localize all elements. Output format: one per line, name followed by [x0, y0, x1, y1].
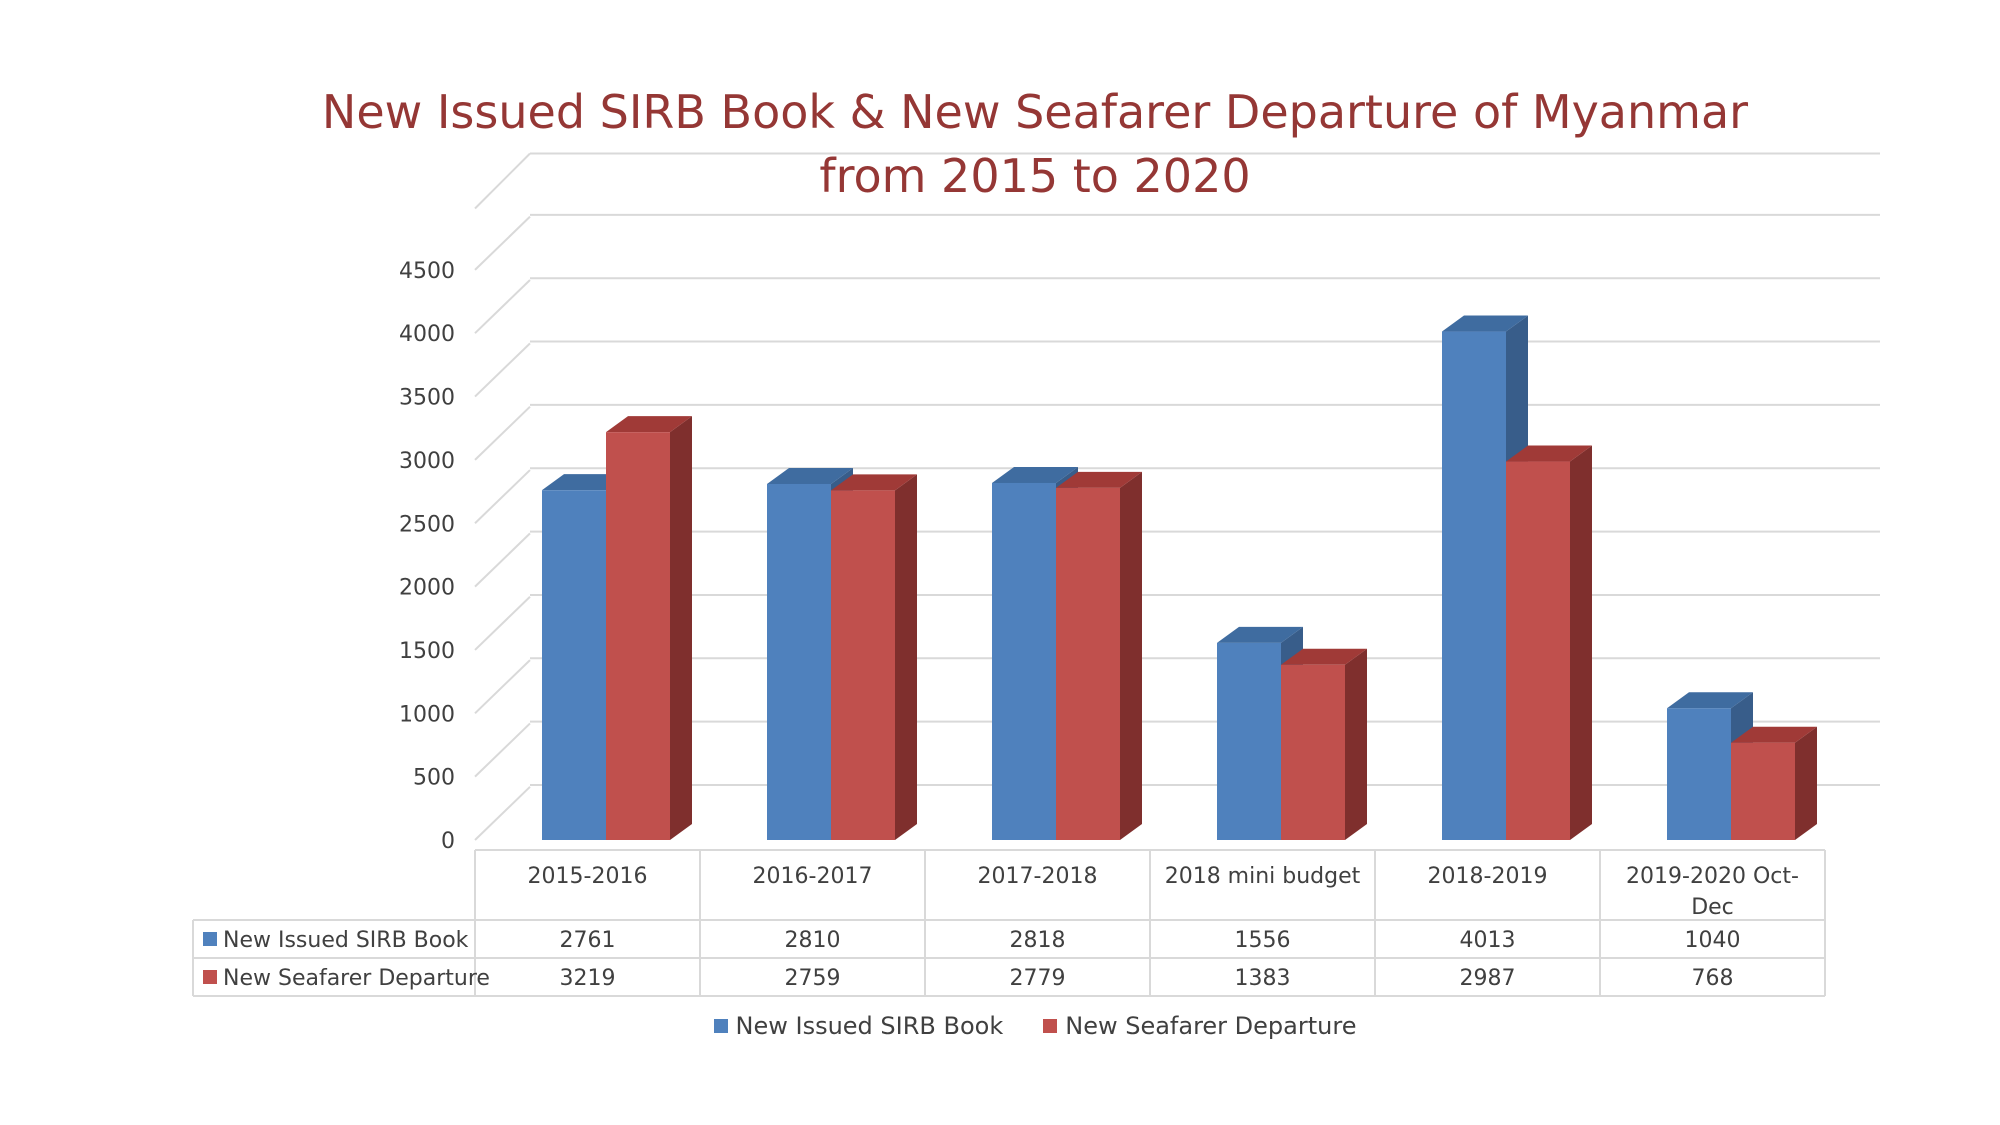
y-tick-label-3000: 3000: [399, 449, 455, 474]
grid-diagonal-top: [474, 152, 531, 210]
y-tick-label-0: 0: [441, 829, 455, 854]
bar-0-2: [992, 482, 1056, 840]
grid-diagonal-2500: [474, 469, 531, 524]
grid-diagonal-3500: [474, 342, 531, 398]
table-value-0-0: 2761: [560, 928, 616, 953]
x-tick-label-1-0: 2016-2017: [753, 864, 873, 889]
y-tick-label-2500: 2500: [399, 512, 455, 537]
table-legend-key-1: [203, 970, 217, 984]
bar-1-2: [1056, 487, 1120, 840]
bar-top-0-5: [1667, 692, 1753, 709]
table-value-1-1: 2759: [785, 966, 841, 991]
x-tick-label-3-0: 2018 mini budget: [1165, 864, 1361, 889]
table-value-0-2: 2818: [1010, 928, 1066, 953]
table-series-label-0: New Issued SIRB Book: [223, 928, 469, 953]
y-tick-label-4000: 4000: [399, 322, 455, 347]
bar-top-0-4: [1442, 315, 1528, 332]
table-value-0-5: 1040: [1685, 928, 1741, 953]
bar-1-4: [1506, 461, 1570, 840]
legend: New Issued SIRB Book New Seafarer Depart…: [0, 1012, 2000, 1040]
table-value-1-4: 2987: [1460, 966, 1516, 991]
table-series-label-1: New Seafarer Departure: [223, 966, 490, 991]
bar-1-5: [1731, 742, 1795, 840]
bar-top-1-2: [1056, 471, 1142, 488]
legend-item-sirb: New Issued SIRB Book: [713, 1012, 1004, 1040]
bar-top-1-4: [1506, 445, 1592, 462]
table-value-1-5: 768: [1692, 966, 1734, 991]
grid-diagonal-2000: [474, 532, 531, 588]
bar-side-1-3: [1345, 648, 1367, 840]
bar-0-1: [767, 483, 831, 840]
y-tick-label-1500: 1500: [399, 639, 455, 664]
grid-diagonal-500: [474, 722, 531, 778]
grid-diagonal-0: [474, 786, 531, 841]
bar-side-1-2: [1120, 471, 1142, 840]
x-tick-label-5-1: Dec: [1691, 895, 1734, 920]
y-tick-label-3500: 3500: [399, 386, 455, 411]
y-tick-label-500: 500: [413, 766, 455, 791]
legend-swatch-sirb: [713, 1019, 728, 1033]
bar-0-4: [1442, 331, 1506, 840]
bar-1-0: [606, 432, 670, 840]
legend-label-departure: New Seafarer Departure: [1065, 1012, 1357, 1040]
grid-diagonal-4500: [474, 215, 531, 271]
x-tick-label-5-0: 2019-2020 Oct-: [1626, 864, 1799, 889]
legend-item-departure: New Seafarer Departure: [1043, 1012, 1356, 1040]
bar-side-1-4: [1570, 445, 1592, 840]
bar-0-0: [542, 490, 606, 840]
bar-top-1-0: [606, 416, 692, 433]
y-tick-label-2000: 2000: [399, 576, 455, 601]
y-tick-label-1000: 1000: [399, 702, 455, 727]
table-value-1-0: 3219: [560, 966, 616, 991]
table-value-0-3: 1556: [1235, 928, 1291, 953]
bar-top-0-1: [767, 467, 853, 484]
bar-top-1-5: [1731, 726, 1817, 743]
grid-diagonal-4000: [474, 279, 531, 334]
bar-side-1-0: [670, 416, 692, 840]
bar-1-1: [831, 490, 895, 840]
bar-top-1-3: [1281, 648, 1367, 665]
table-value-1-3: 1383: [1235, 966, 1291, 991]
bar-top-0-3: [1217, 626, 1303, 643]
table-value-0-1: 2810: [785, 928, 841, 953]
grid-diagonal-1500: [474, 596, 531, 651]
chart-title-line2: from 2015 to 2020: [819, 149, 1251, 203]
bar-0-3: [1217, 642, 1281, 840]
bar-top-1-1: [831, 474, 917, 491]
grid-diagonal-1000: [474, 659, 531, 715]
bar-side-1-1: [895, 474, 917, 840]
bar-0-5: [1667, 708, 1731, 840]
x-tick-label-0-0: 2015-2016: [528, 864, 648, 889]
bar-1-3: [1281, 664, 1345, 840]
table-value-0-4: 4013: [1460, 928, 1516, 953]
bar-top-0-2: [992, 466, 1078, 483]
table-value-1-2: 2779: [1010, 966, 1066, 991]
chart-title-line1: New Issued SIRB Book & New Seafarer Depa…: [321, 85, 1749, 139]
table-legend-key-0: [203, 932, 217, 946]
grid-diagonal-3000: [474, 405, 531, 461]
legend-swatch-departure: [1043, 1019, 1058, 1033]
y-tick-label-4500: 4500: [399, 259, 455, 284]
legend-label-sirb: New Issued SIRB Book: [735, 1012, 1004, 1040]
bar-side-1-5: [1795, 726, 1817, 840]
x-tick-label-4-0: 2018-2019: [1428, 864, 1548, 889]
x-tick-label-2-0: 2017-2018: [978, 864, 1098, 889]
